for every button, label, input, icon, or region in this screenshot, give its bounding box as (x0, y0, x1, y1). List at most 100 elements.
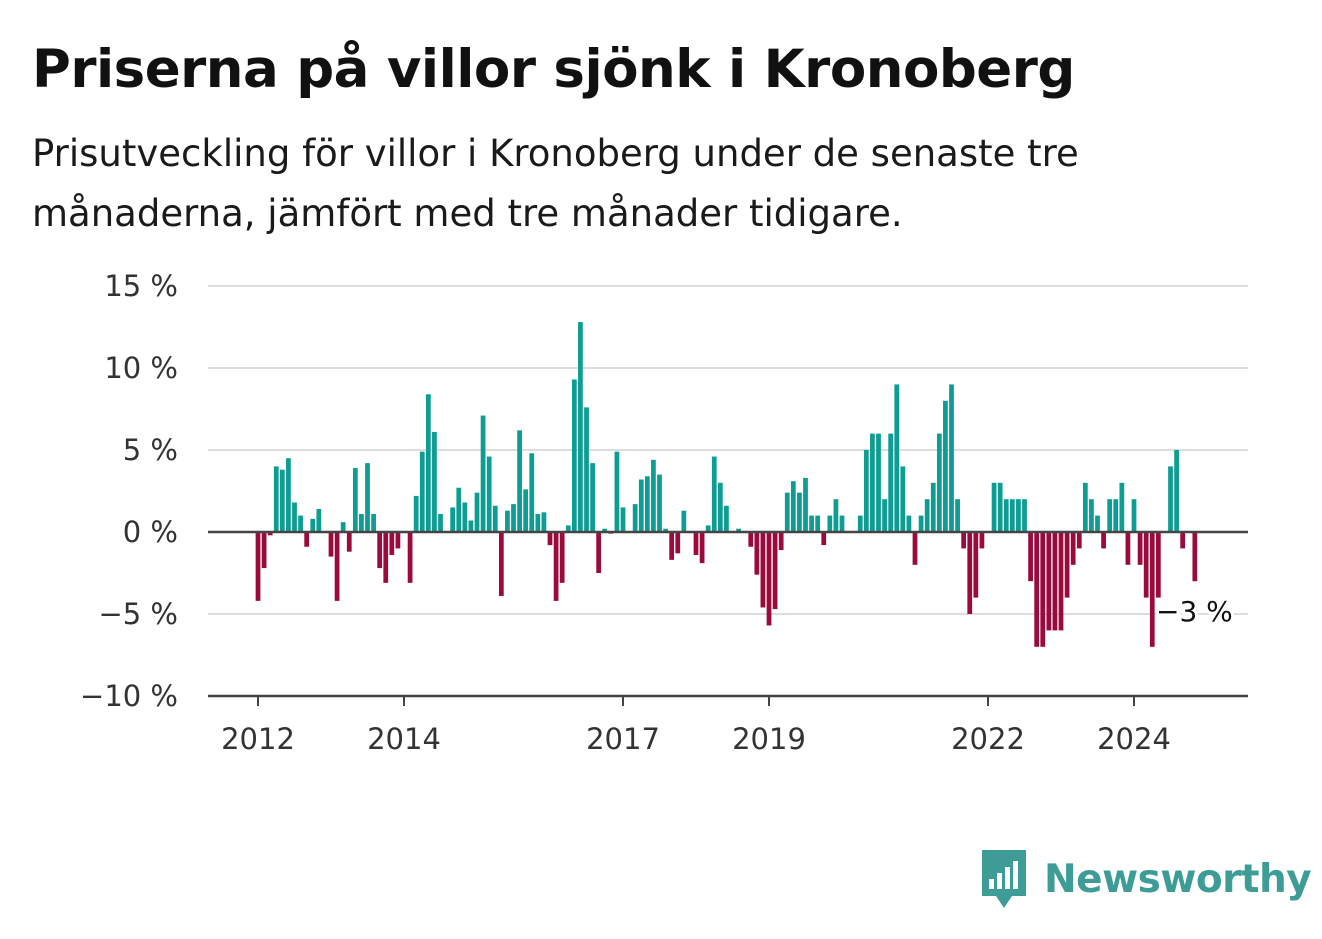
chart-subtitle: Prisutveckling för villor i Kronoberg un… (32, 132, 1079, 235)
bar (413, 495, 419, 532)
bar (1064, 532, 1070, 598)
bar (334, 532, 340, 601)
bar (943, 400, 948, 532)
bar (273, 466, 279, 532)
bar (1052, 532, 1058, 631)
bar (717, 482, 723, 532)
bar (1046, 532, 1052, 631)
bar (857, 515, 863, 532)
y-tick-label: −5 % (98, 597, 178, 631)
bar (590, 463, 595, 532)
bar (803, 477, 808, 532)
bar (1107, 499, 1113, 532)
bar (888, 433, 894, 532)
bar (748, 532, 754, 547)
bar (863, 450, 869, 532)
bar (724, 505, 729, 532)
chart-title: Priserna på villor sjönk i Kronoberg (32, 39, 1075, 100)
bar (736, 528, 741, 532)
annotations: −3 % (1153, 592, 1236, 631)
bar (383, 532, 389, 583)
bar (286, 458, 291, 532)
bar (997, 482, 1003, 532)
bar (955, 499, 960, 532)
bar (279, 469, 285, 532)
bar (584, 407, 589, 532)
bar (693, 532, 699, 555)
bar (876, 433, 881, 532)
bar (663, 528, 668, 532)
bar (906, 515, 912, 532)
bar (1174, 450, 1179, 532)
bar (346, 532, 352, 552)
bar (298, 515, 303, 532)
bar (1016, 499, 1021, 532)
bar (651, 459, 656, 532)
bar (924, 499, 930, 532)
bar (1113, 499, 1119, 532)
bar (961, 532, 967, 549)
bar (359, 513, 364, 532)
bar (1058, 532, 1064, 631)
bar (979, 532, 985, 549)
bar (371, 513, 376, 532)
bar (912, 532, 918, 565)
bar (1137, 532, 1143, 565)
bar (352, 468, 358, 532)
bar (839, 515, 845, 532)
bar (547, 532, 553, 546)
bar (255, 532, 261, 601)
bar (474, 492, 480, 532)
bar (644, 476, 650, 532)
bar (669, 532, 675, 560)
bar (967, 532, 973, 614)
x-tick-label: 2012 (221, 722, 295, 756)
bar (1168, 466, 1173, 532)
bar (657, 474, 662, 532)
bar (1089, 499, 1094, 532)
bar (1076, 532, 1082, 549)
x-axis-ticks: 2012 2014 2017 2019 2022 2024 (221, 696, 1171, 756)
bar (541, 512, 547, 532)
bar (699, 532, 705, 564)
bar (559, 532, 565, 583)
bar (833, 499, 839, 532)
bar (498, 532, 504, 596)
brand-name: Newsworthy (1044, 856, 1312, 902)
y-axis-ticks: 15 % 10 % 5 % 0 % −5 % −10 % (80, 269, 178, 713)
bar (553, 532, 559, 601)
bar (918, 515, 924, 532)
bar (894, 384, 900, 532)
bar (1180, 532, 1186, 549)
bar (711, 456, 717, 532)
y-tick-label: 0 % (123, 515, 178, 549)
bar (870, 433, 875, 532)
bar (705, 525, 711, 532)
bar (565, 525, 571, 532)
bar (620, 507, 626, 532)
last-value-label: −3 % (1156, 595, 1233, 628)
bar (310, 518, 316, 532)
bar (1034, 532, 1040, 647)
bar (681, 510, 687, 532)
bar (462, 502, 468, 532)
bar (900, 466, 906, 532)
bar (821, 532, 827, 546)
x-tick-label: 2014 (367, 722, 441, 756)
y-tick-label: −10 % (80, 679, 178, 713)
bar (602, 528, 608, 532)
bar (1009, 499, 1015, 532)
bar (571, 379, 577, 532)
gridlines (208, 285, 1248, 615)
bar (1149, 532, 1155, 647)
bar (930, 482, 936, 532)
bar (772, 532, 778, 610)
bars (255, 322, 1198, 647)
bar (936, 433, 942, 532)
bar (419, 451, 425, 532)
bar (468, 520, 474, 532)
bar (638, 479, 644, 532)
bar (267, 532, 273, 536)
bar (1192, 532, 1198, 582)
